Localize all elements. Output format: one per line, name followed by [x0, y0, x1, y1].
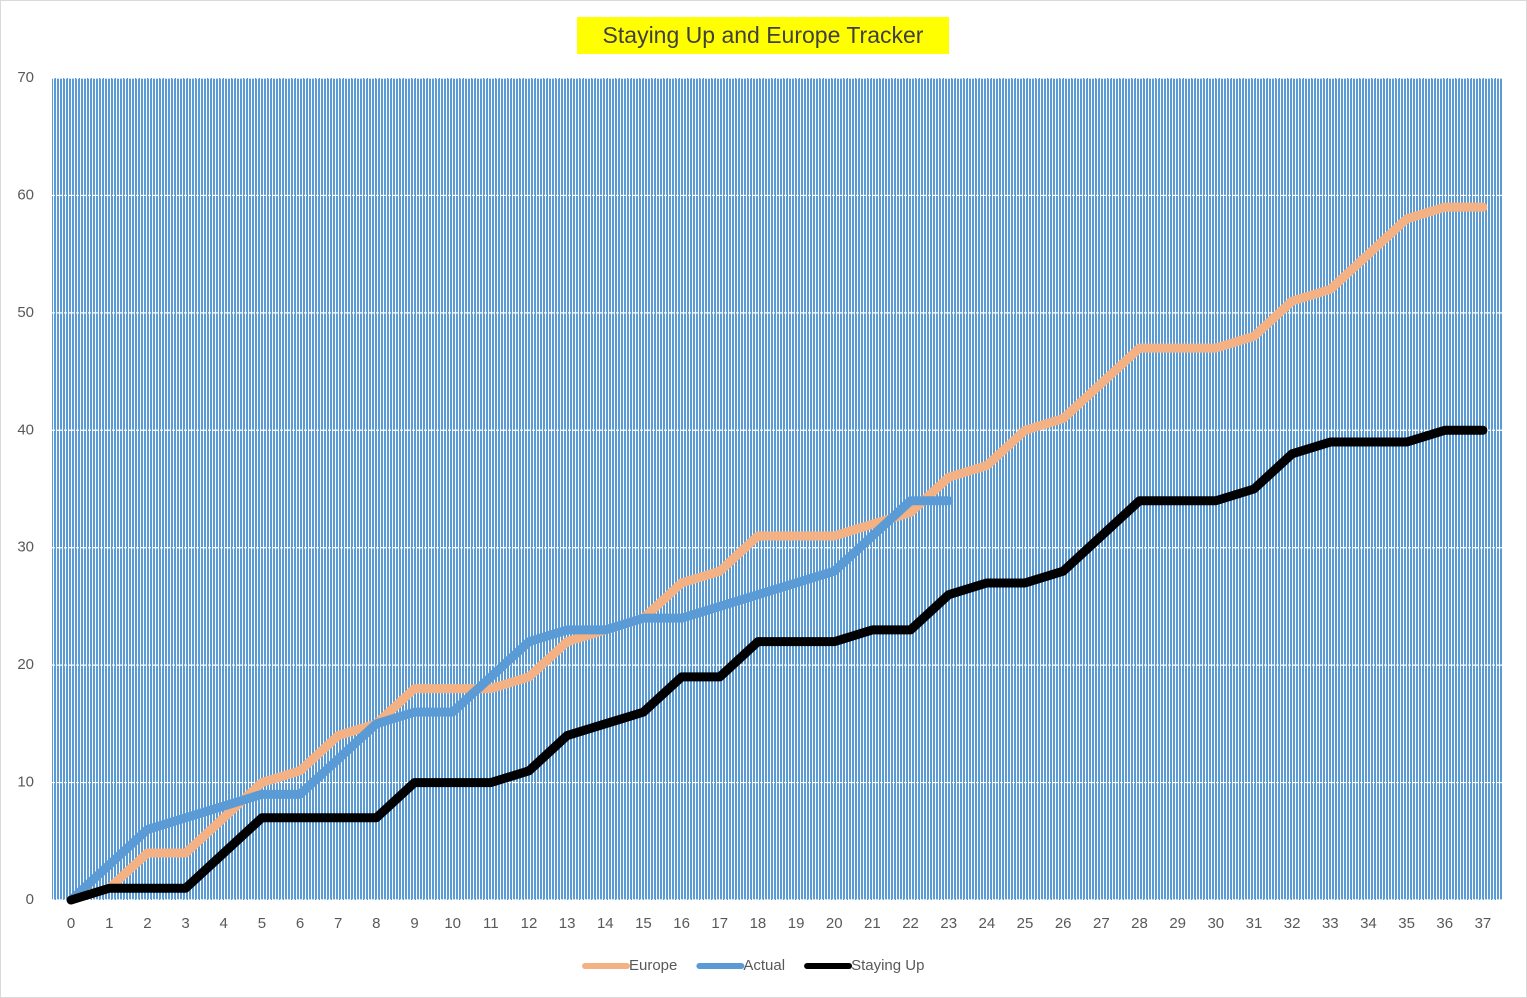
x-tick-label: 22: [902, 915, 919, 932]
x-tick-label: 12: [521, 915, 538, 932]
y-tick-label: 70: [17, 69, 34, 86]
x-tick-label: 20: [826, 915, 843, 932]
x-tick-label: 5: [258, 915, 266, 932]
x-tick-label: 3: [181, 915, 189, 932]
y-tick-label: 60: [17, 186, 34, 203]
x-tick-label: 18: [750, 915, 767, 932]
x-tick-label: 14: [597, 915, 614, 932]
x-tick-label: 15: [635, 915, 652, 932]
x-tick-label: 17: [711, 915, 728, 932]
title-highlight: [577, 17, 949, 54]
x-tick-label: 2: [143, 915, 151, 932]
x-tick-label: 8: [372, 915, 380, 932]
y-tick-label: 0: [26, 891, 34, 908]
x-tick-label: 24: [979, 915, 996, 932]
x-tick-label: 1: [105, 915, 113, 932]
x-tick-label: 16: [673, 915, 690, 932]
x-tick-label: 13: [559, 915, 576, 932]
x-tick-label: 25: [1017, 915, 1034, 932]
chart-title: Staying Up and Europe Tracker: [603, 22, 924, 48]
x-tick-label: 31: [1246, 915, 1263, 932]
x-tick-label: 19: [788, 915, 805, 932]
x-tick-label: 29: [1169, 915, 1186, 932]
x-tick-label: 28: [1131, 915, 1148, 932]
y-tick-label: 40: [17, 421, 34, 438]
x-tick-label: 32: [1284, 915, 1301, 932]
x-tick-label: 37: [1475, 915, 1492, 932]
x-tick-label: 10: [444, 915, 461, 932]
x-tick-label: 33: [1322, 915, 1339, 932]
x-tick-label: 34: [1360, 915, 1377, 932]
y-tick-label: 10: [17, 774, 34, 791]
x-tick-label: 7: [334, 915, 342, 932]
y-tick-label: 50: [17, 304, 34, 321]
x-tick-label: 9: [410, 915, 418, 932]
x-tick-label: 30: [1207, 915, 1224, 932]
series-line: [66, 496, 954, 905]
y-tick-label: 20: [17, 656, 34, 673]
x-tick-label: 36: [1436, 915, 1453, 932]
series-line: [66, 425, 1488, 905]
x-tick-label: 27: [1093, 915, 1110, 932]
x-tick-label: 21: [864, 915, 881, 932]
y-tick-label: 30: [17, 539, 34, 556]
x-tick-label: 23: [940, 915, 957, 932]
x-tick-label: 35: [1398, 915, 1415, 932]
x-tick-label: 6: [296, 915, 304, 932]
x-tick-label: 11: [483, 915, 499, 932]
legend-label: Staying Up: [851, 957, 924, 974]
x-tick-label: 0: [67, 915, 75, 932]
legend-label: Actual: [743, 957, 785, 974]
x-tick-label: 4: [220, 915, 228, 932]
x-tick-label: 26: [1055, 915, 1072, 932]
legend-label: Europe: [629, 957, 677, 974]
series-line: [66, 202, 1488, 905]
